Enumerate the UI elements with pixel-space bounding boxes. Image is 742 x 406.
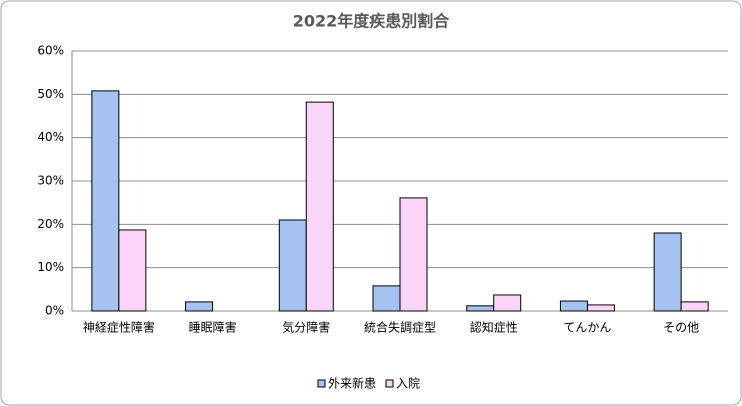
y-tick-label: 40%	[37, 130, 64, 144]
y-tick-label: 60%	[37, 44, 64, 58]
legend-marker	[385, 379, 394, 388]
x-tick-label: 神経症性障害	[83, 320, 155, 335]
y-tick-label: 0%	[45, 304, 64, 318]
x-tick-label: 認知症性	[470, 320, 518, 335]
bar	[278, 219, 307, 312]
x-tick-label: 統合失調症型	[364, 320, 436, 335]
y-tick-label: 30%	[37, 174, 64, 188]
bar	[305, 101, 334, 312]
legend-marker	[317, 379, 326, 388]
legend-label: 入院	[396, 377, 420, 391]
y-tick-label: 50%	[37, 87, 64, 101]
bar	[586, 304, 615, 312]
x-tick-label: てんかん	[563, 321, 611, 335]
bar	[399, 197, 428, 312]
x-tick-label: 睡眠障害	[189, 320, 237, 335]
x-tick-label: 気分障害	[282, 320, 330, 335]
bar	[185, 301, 214, 312]
bar	[559, 300, 588, 312]
bar	[653, 232, 682, 312]
x-tick-label: その他	[663, 321, 699, 335]
bar	[466, 305, 495, 312]
legend-label: 外来新患	[328, 376, 376, 391]
chart-title: 2022年度疾患別割合	[293, 12, 451, 31]
bar	[680, 301, 709, 312]
y-tick-label: 20%	[37, 217, 64, 231]
y-tick-label: 10%	[37, 260, 64, 274]
bar	[372, 285, 401, 312]
bar	[493, 294, 522, 312]
bar	[118, 229, 147, 312]
bar	[91, 90, 120, 312]
